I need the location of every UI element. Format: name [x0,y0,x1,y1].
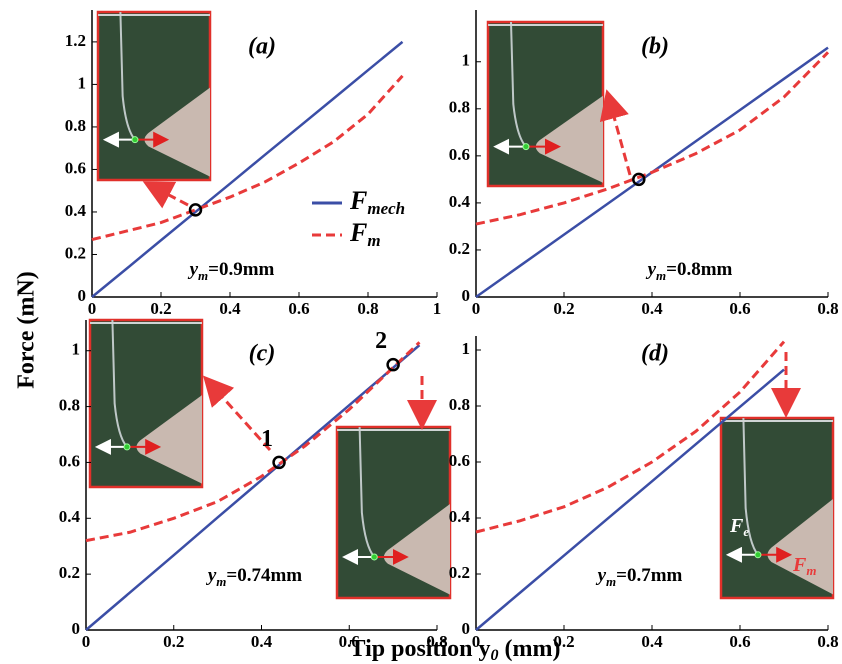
y-tick-label: 0.6 [65,158,86,177]
x-tick-label: 0 [472,299,481,318]
annotation-part: y [188,259,199,280]
x-tick-label: 0.4 [641,299,663,318]
legend-label: Fm [349,218,381,250]
x-tick-label: 0.8 [357,299,378,318]
y-tick-label: 0.4 [449,192,471,211]
y-tick-label: 1 [462,339,471,358]
y-tick-label: 0.2 [59,563,80,582]
x-tick-label: 0.8 [817,632,838,651]
y-tick-label: 0.4 [59,507,81,526]
figure: 00.20.40.60.8100.20.40.60.811.2(a)ym=0.9… [0,0,842,664]
x-tick-label: 0.8 [817,299,838,318]
annotation-part: m [216,574,226,589]
x-tick-label: 0.4 [251,632,273,651]
x-tick-label: 0.2 [163,632,184,651]
annotation-part: y [596,565,607,586]
annotation-part: m [606,574,616,589]
annotation-part: m [198,268,208,283]
y-tick-label: 0.6 [449,145,470,164]
x-tick-label: 0.4 [641,632,663,651]
y-tick-label: 1 [78,73,87,92]
panel-title: (b) [641,34,669,60]
point-label: 2 [375,328,387,354]
x-tick-label: 1 [433,299,442,318]
y-tick-label: 0.4 [65,201,87,220]
annotation: ym=0.7mm [596,565,683,589]
annotation: ym=0.74mm [206,565,302,589]
point-label: 1 [261,426,273,452]
inset-label-part: F [792,554,807,576]
x-axis-label-part: (mm) [498,636,560,662]
inset-tip [132,137,138,143]
annotation: ym=0.8mm [646,259,733,283]
y-tick-label: 0.8 [65,116,86,135]
x-tick-label: 0.6 [729,299,750,318]
y-tick-label: 0 [78,286,87,305]
y-tick-label: 0.8 [59,395,80,414]
inset-label-part: F [729,515,744,537]
y-tick-label: 1 [72,340,81,359]
y-tick-label: 0 [72,619,81,638]
y-tick-label: 0.8 [449,98,470,117]
inset-label-part: m [806,563,816,578]
annotation: ym=0.9mm [188,259,275,283]
x-tick-label: 0.2 [150,299,171,318]
y-tick-label: 0.6 [449,451,470,470]
x-tick-label: 0.6 [729,632,750,651]
legend-label: Fmech [349,186,405,218]
y-tick-label: 0.8 [449,395,470,414]
inset-tip [523,144,529,150]
pointer-arrow [608,95,630,175]
x-tick-label: 0 [82,632,91,651]
annotation-part: y [206,565,217,586]
y-axis-label: Force (mN) [14,271,40,389]
y-tick-label: 0.6 [59,451,80,470]
y-tick-label: 1.2 [65,31,86,50]
x-tick-label: 0 [88,299,97,318]
annotation-part: =0.7mm [616,565,682,586]
inset-tip [371,554,377,560]
annotation-part: m [656,268,666,283]
inset-tip [755,552,761,558]
pointer-arrow [148,184,188,205]
y-tick-label: 0.2 [65,243,86,262]
x-axis-label-part: 0 [490,647,498,664]
annotation-part: =0.9mm [208,259,274,280]
x-axis-label: Tip position y0 (mm) [350,636,561,664]
y-tick-label: 1 [462,51,471,70]
y-tick-label: 0.4 [449,507,471,526]
panel-title: (c) [249,341,276,367]
inset-label-part: e [743,524,749,539]
x-tick-label: 0.2 [553,299,574,318]
panel-title: (d) [641,341,669,367]
x-tick-label: 0.4 [219,299,241,318]
annotation-part: =0.8mm [666,259,732,280]
x-tick-label: 0.6 [288,299,309,318]
x-axis-label-part: Tip position y [350,636,491,662]
y-tick-label: 0 [462,286,471,305]
annotation-part: =0.74mm [226,565,302,586]
annotation-part: y [646,259,657,280]
y-tick-label: 0.2 [449,563,470,582]
inset-tip [124,444,130,450]
y-tick-label: 0.2 [449,239,470,258]
panel-title: (a) [248,34,276,60]
